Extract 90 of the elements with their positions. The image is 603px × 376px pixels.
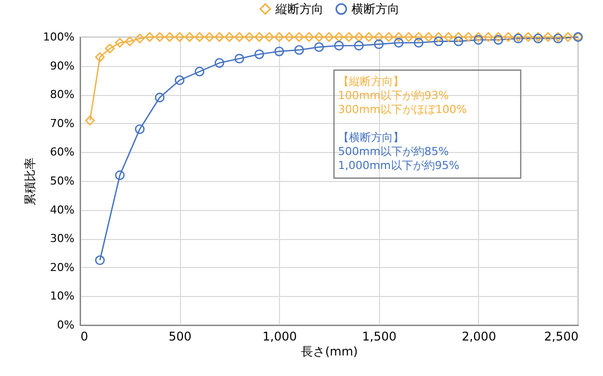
y-tick-label: 50% [50,174,74,188]
y-tick-label: 60% [50,146,74,159]
point [523,32,534,42]
point [95,255,105,266]
point [394,38,404,48]
point [414,32,424,42]
y-tick-label: 80% [50,88,74,102]
x-tick-label: 500 [168,330,192,344]
point [434,32,444,42]
y-tick-label: 10% [50,290,74,303]
x-tick-label: 1,000 [262,330,297,344]
point [254,49,264,60]
point [214,58,224,68]
point [424,32,434,42]
y-tick-label: 0% [57,318,74,332]
point [294,45,304,55]
point [454,36,464,46]
point [434,36,444,46]
y-tick-label: 70% [50,116,74,130]
point [414,38,424,48]
point [364,32,374,42]
point [85,116,95,126]
point [214,32,224,42]
point [474,32,484,42]
point [354,40,364,50]
x-tick-label: 2,000 [462,330,496,344]
point [134,34,145,44]
point [194,66,204,76]
point [134,124,145,134]
point [204,32,214,42]
y-tick-label: 90% [50,59,74,72]
point [454,32,464,42]
point [234,54,244,64]
annotation: 【縦断方向】 100mm以下が約93% 300mm以下がほぼ100% [338,75,467,116]
point [105,44,115,54]
point [334,40,344,50]
point [115,170,125,180]
point [264,32,274,42]
point [464,32,474,42]
point [174,75,184,86]
point [244,32,254,42]
point [394,32,404,42]
point [314,32,324,42]
point [444,32,454,42]
point [304,32,314,42]
y-tick-label: 30% [50,232,74,246]
point [344,32,354,42]
point [543,32,553,42]
point [144,32,155,42]
point [404,32,414,42]
point [194,32,204,42]
point [474,35,484,45]
legend-label: 縦断方向 [274,2,324,16]
point [493,32,504,42]
x-tick-label: 2,500 [544,330,578,344]
point [174,32,184,42]
annotation: 【横断方向】 500mm以下が約85% 1,000mm以下が約95% [338,131,460,172]
point [95,52,105,62]
y-axis-title: 累積比率 [23,158,38,206]
point [224,32,234,42]
point [154,92,165,102]
point [354,32,364,42]
point [154,32,165,42]
point [493,35,504,45]
y-tick-label: 100% [43,30,74,44]
point [234,32,244,42]
point [115,38,125,48]
point [254,32,264,42]
point [294,32,304,42]
point [274,46,284,56]
point [274,32,284,42]
legend-label: 横断方向 [351,2,400,16]
point [184,32,194,42]
x-tick-label: 0 [80,330,88,344]
point [503,32,514,42]
point [314,42,324,52]
point [374,32,384,42]
point [334,32,344,42]
point [384,32,394,42]
point [484,32,494,42]
point [374,39,384,50]
point [563,32,573,42]
point [284,32,294,42]
point [124,36,135,46]
point [164,32,174,42]
x-tick-label: 1,500 [362,330,396,344]
x-axis-title: 長さ(mm) [301,344,358,358]
point [324,32,334,42]
y-tick-label: 20% [50,260,74,274]
y-tick-label: 40% [50,203,74,216]
